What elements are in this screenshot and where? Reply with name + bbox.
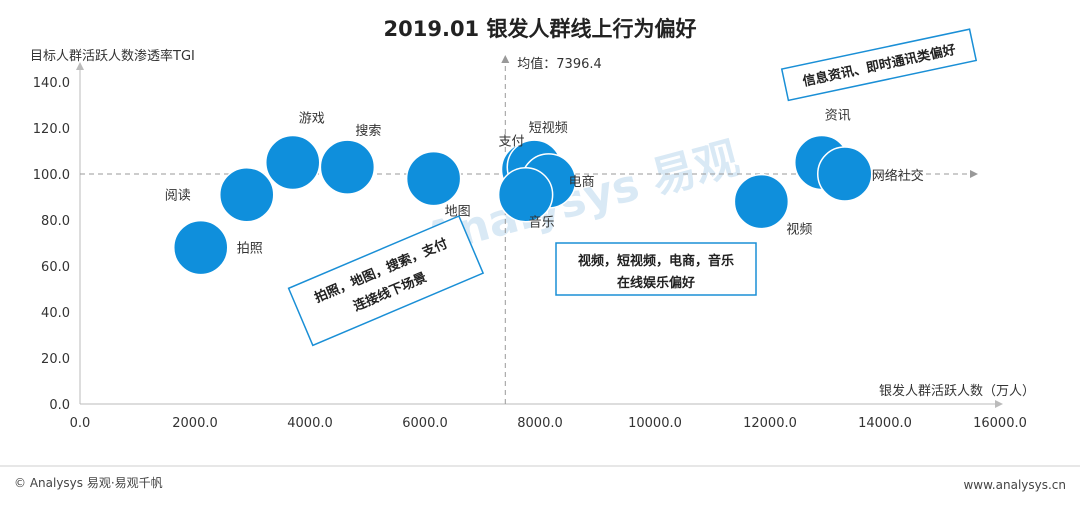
x-tick-label: 14000.0 (858, 416, 912, 431)
axes (76, 62, 1003, 408)
bubble (319, 139, 376, 195)
y-tick-label: 20.0 (41, 352, 70, 367)
footer-url: www.analysys.cn (963, 478, 1066, 492)
bubble (817, 146, 873, 202)
point-label: 地图 (445, 205, 471, 220)
y-tick-label: 100.0 (33, 168, 70, 183)
y-tick-label: 60.0 (41, 260, 70, 275)
bubble (265, 134, 321, 191)
y-axis-label: 目标人群活跃人数渗透率TGI (30, 48, 195, 64)
annotation-info: 信息资讯、即时通讯类偏好 (780, 28, 978, 102)
point-label: 阅读 (165, 189, 191, 204)
footer-copyright: © Analysys 易观·易观千帆 (14, 475, 163, 490)
annotation-box (555, 242, 757, 296)
x-tick-label: 2000.0 (172, 416, 218, 431)
y-tick-label: 40.0 (41, 306, 70, 321)
point-label: 音乐 (529, 215, 555, 231)
point-label: 视频 (786, 223, 812, 238)
y-tick-label: 120.0 (33, 122, 70, 137)
x-tick-label: 10000.0 (628, 416, 682, 431)
mean-line-arrow (501, 55, 510, 63)
x-ticks: 0.0 2000.0 4000.0 6000.0 8000.0 10000.0 12000.… (70, 416, 1027, 431)
y-axis-arrow (76, 62, 84, 70)
point-label: 短视频 (529, 121, 568, 136)
reference-line-arrow (970, 170, 978, 178)
annotation-box (780, 28, 978, 102)
point-label: 支付 (498, 134, 524, 149)
point-labels: 拍照 阅读 游戏搜索地图 支付短视频电商音乐视频 资讯网络社交 (165, 109, 924, 257)
annotation-entertainment: 视频，短视频，电商，音乐 在线娱乐偏好 (555, 242, 757, 296)
annotation-text: 在线娱乐偏好 (617, 275, 695, 291)
point-label: 搜索 (355, 124, 381, 139)
point-label: 电商 (569, 175, 595, 190)
x-tick-label: 4000.0 (287, 416, 333, 431)
point-label: 拍照 (237, 242, 263, 257)
chart-title: 2019.01 银发人群线上行为偏好 (384, 17, 697, 41)
bubble (497, 166, 554, 223)
y-ticks: 0.0 20.0 40.0 60.0 80.0 100.0 120.0 140.0 (33, 76, 70, 413)
point-label: 网络社交 (872, 168, 924, 184)
bubble (405, 150, 462, 207)
x-axis-label: 银发人群活跃人数（万人） (879, 383, 1035, 399)
bubble (219, 166, 275, 223)
x-tick-label: 12000.0 (743, 416, 797, 431)
y-tick-label: 80.0 (41, 214, 70, 229)
x-tick-label: 0.0 (70, 416, 91, 431)
y-tick-label: 140.0 (33, 76, 70, 91)
x-tick-label: 6000.0 (402, 416, 448, 431)
point-label: 游戏 (299, 112, 325, 127)
y-tick-label: 0.0 (49, 398, 70, 413)
annotation-box (287, 215, 485, 347)
x-tick-label: 8000.0 (517, 416, 563, 431)
bubble (733, 173, 790, 230)
x-tick-label: 16000.0 (973, 416, 1027, 431)
mean-label: 均值：7396.4 (517, 56, 602, 72)
bubble (173, 219, 229, 276)
annotation-offline: 拍照，地图，搜索，支付 连接线下场景 (287, 215, 485, 347)
annotation-text: 视频，短视频，电商，音乐 (578, 253, 734, 269)
point-label: 资讯 (825, 109, 851, 124)
bubbles (173, 134, 873, 276)
x-axis-arrow (995, 400, 1003, 408)
